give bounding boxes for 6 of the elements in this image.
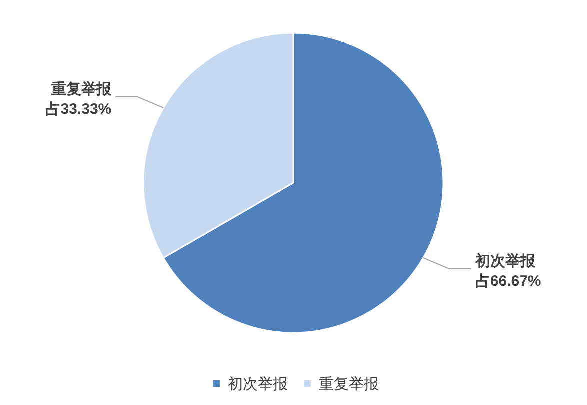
legend-label: 初次举报: [228, 376, 288, 393]
data-label: 占33.33%: [46, 100, 112, 118]
slice-label: 初次举报: [474, 252, 536, 270]
slice-label: 重复举报: [50, 80, 113, 98]
data-label: 占66.67%: [475, 273, 542, 290]
legend-label: 重复举报: [319, 376, 379, 393]
